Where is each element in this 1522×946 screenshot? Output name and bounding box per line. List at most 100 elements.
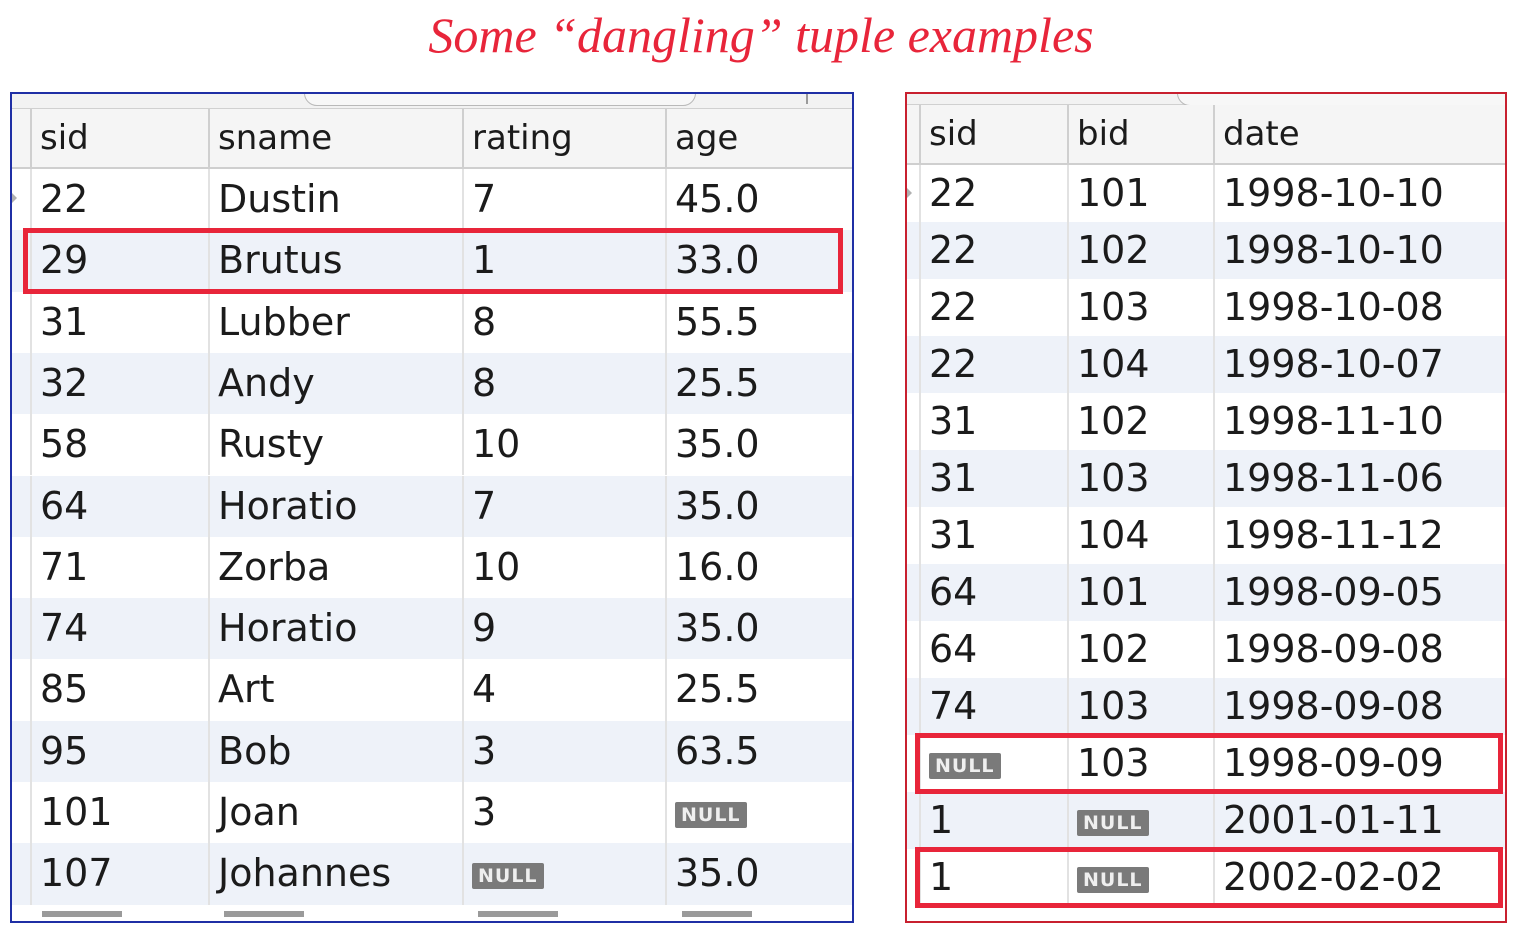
cell-sid[interactable]: 58 xyxy=(30,414,210,476)
cell-age[interactable]: 55.5 xyxy=(665,291,838,353)
table-row[interactable]: 22 104 1998-10-07 xyxy=(907,336,1505,393)
cell-age[interactable]: 35.0 xyxy=(665,475,838,537)
cell-sname[interactable]: Joan xyxy=(208,782,464,844)
cell-rating[interactable]: 1 xyxy=(462,230,667,292)
cell-rating[interactable]: 3 xyxy=(462,720,667,782)
null-cell[interactable]: NULL xyxy=(919,735,1069,792)
cell-rating[interactable]: 7 xyxy=(462,169,667,231)
cell-sid[interactable]: 31 xyxy=(919,507,1069,564)
null-cell[interactable]: NULL xyxy=(1067,792,1215,849)
cell-sid[interactable]: 64 xyxy=(919,621,1069,678)
cell-bid[interactable]: 101 xyxy=(1067,564,1215,621)
cell-sid[interactable]: 31 xyxy=(919,393,1069,450)
cell-sid[interactable]: 1 xyxy=(919,792,1069,849)
table-row[interactable]: 1 NULL 2002-02-02 xyxy=(907,849,1505,906)
cell-sid[interactable]: 101 xyxy=(30,782,210,844)
cell-sname[interactable]: Johannes xyxy=(208,843,464,905)
cell-bid[interactable]: 101 xyxy=(1067,165,1215,222)
table-row[interactable]: 58 Rusty 10 35.0 xyxy=(12,414,852,476)
table-row[interactable]: 29 Brutus 1 33.0 xyxy=(12,230,852,292)
column-header-sid[interactable]: sid xyxy=(919,105,1069,163)
cell-bid[interactable]: 103 xyxy=(1067,735,1215,792)
cell-sid[interactable]: 107 xyxy=(30,843,210,905)
cell-sid[interactable]: 22 xyxy=(919,165,1069,222)
table-row[interactable]: 22 101 1998-10-10 xyxy=(907,165,1505,222)
cell-sid[interactable]: 22 xyxy=(919,336,1069,393)
cell-sid[interactable]: 64 xyxy=(919,564,1069,621)
cell-bid[interactable]: 104 xyxy=(1067,507,1215,564)
table-row[interactable]: 64 Horatio 7 35.0 xyxy=(12,475,852,537)
table-row[interactable]: 22 102 1998-10-10 xyxy=(907,222,1505,279)
column-header-age[interactable]: age xyxy=(665,109,838,167)
table-row[interactable]: 74 103 1998-09-08 xyxy=(907,678,1505,735)
table-row[interactable]: 64 101 1998-09-05 xyxy=(907,564,1505,621)
cell-date[interactable]: 1998-09-09 xyxy=(1213,735,1505,792)
table-row[interactable]: 71 Zorba 10 16.0 xyxy=(12,536,852,599)
table-row[interactable]: 32 Andy 8 25.5 xyxy=(12,352,852,415)
column-header-bid[interactable]: bid xyxy=(1067,105,1215,163)
cell-rating[interactable]: 8 xyxy=(462,352,667,415)
cell-date[interactable]: 1998-11-06 xyxy=(1213,450,1505,507)
cell-date[interactable]: 1998-10-07 xyxy=(1213,336,1505,393)
cell-sid[interactable]: 32 xyxy=(30,352,210,415)
cell-age[interactable]: 35.0 xyxy=(665,598,838,660)
cell-date[interactable]: 1998-10-10 xyxy=(1213,165,1505,222)
table-row[interactable]: 31 102 1998-11-10 xyxy=(907,393,1505,450)
table-row[interactable]: 22 Dustin 7 45.0 xyxy=(12,169,852,231)
cell-sid[interactable]: 22 xyxy=(30,169,210,231)
cell-date[interactable]: 2002-02-02 xyxy=(1213,849,1505,906)
column-header-sname[interactable]: sname xyxy=(208,109,464,167)
null-cell[interactable]: NULL xyxy=(665,782,838,844)
table-row[interactable]: 31 103 1998-11-06 xyxy=(907,450,1505,507)
cell-sid[interactable]: 71 xyxy=(30,536,210,599)
cell-sname[interactable]: Horatio xyxy=(208,598,464,660)
cell-rating[interactable]: 8 xyxy=(462,291,667,353)
cell-sid[interactable]: 64 xyxy=(30,475,210,537)
cell-age[interactable]: 35.0 xyxy=(665,843,838,905)
cell-sid[interactable]: 31 xyxy=(919,450,1069,507)
cell-sname[interactable]: Dustin xyxy=(208,169,464,231)
table-row[interactable]: 107 Johannes NULL 35.0 xyxy=(12,843,852,905)
cell-sid[interactable]: 1 xyxy=(919,849,1069,906)
cell-sname[interactable]: Bob xyxy=(208,720,464,782)
cell-date[interactable]: 1998-10-10 xyxy=(1213,222,1505,279)
cell-rating[interactable]: 3 xyxy=(462,782,667,844)
cell-bid[interactable]: 103 xyxy=(1067,279,1215,336)
cell-sname[interactable]: Horatio xyxy=(208,475,464,537)
null-cell[interactable]: NULL xyxy=(462,843,667,905)
cell-age[interactable]: 33.0 xyxy=(665,230,838,292)
cell-date[interactable]: 1998-09-08 xyxy=(1213,678,1505,735)
column-header-date[interactable]: date xyxy=(1213,105,1505,163)
table-row[interactable]: 101 Joan 3 NULL xyxy=(12,782,852,844)
cell-sname[interactable]: Art xyxy=(208,659,464,721)
cell-age[interactable]: 25.5 xyxy=(665,659,838,721)
cell-sid[interactable]: 22 xyxy=(919,222,1069,279)
cell-rating[interactable]: 9 xyxy=(462,598,667,660)
cell-bid[interactable]: 102 xyxy=(1067,621,1215,678)
cell-age[interactable]: 63.5 xyxy=(665,720,838,782)
cell-bid[interactable]: 102 xyxy=(1067,393,1215,450)
cell-age[interactable]: 25.5 xyxy=(665,352,838,415)
cell-sname[interactable]: Rusty xyxy=(208,414,464,476)
cell-date[interactable]: 1998-11-12 xyxy=(1213,507,1505,564)
table-row[interactable]: 31 Lubber 8 55.5 xyxy=(12,291,852,353)
cell-sid[interactable]: 29 xyxy=(30,230,210,292)
cell-age[interactable]: 45.0 xyxy=(665,169,838,231)
sailors-search-field[interactable] xyxy=(304,94,696,106)
cell-sid[interactable]: 74 xyxy=(919,678,1069,735)
column-header-sid[interactable]: sid xyxy=(30,109,210,167)
cell-rating[interactable]: 7 xyxy=(462,475,667,537)
cell-bid[interactable]: 104 xyxy=(1067,336,1215,393)
table-row[interactable]: 22 103 1998-10-08 xyxy=(907,279,1505,336)
table-row[interactable]: 95 Bob 3 63.5 xyxy=(12,720,852,782)
reserves-search-field[interactable] xyxy=(1177,94,1505,106)
cell-sid[interactable]: 95 xyxy=(30,720,210,782)
cell-sid[interactable]: 74 xyxy=(30,598,210,660)
cell-date[interactable]: 1998-09-08 xyxy=(1213,621,1505,678)
table-row[interactable]: 74 Horatio 9 35.0 xyxy=(12,598,852,660)
cell-sname[interactable]: Zorba xyxy=(208,536,464,599)
cell-rating[interactable]: 4 xyxy=(462,659,667,721)
cell-rating[interactable]: 10 xyxy=(462,414,667,476)
cell-rating[interactable]: 10 xyxy=(462,536,667,599)
table-row[interactable]: 85 Art 4 25.5 xyxy=(12,659,852,721)
